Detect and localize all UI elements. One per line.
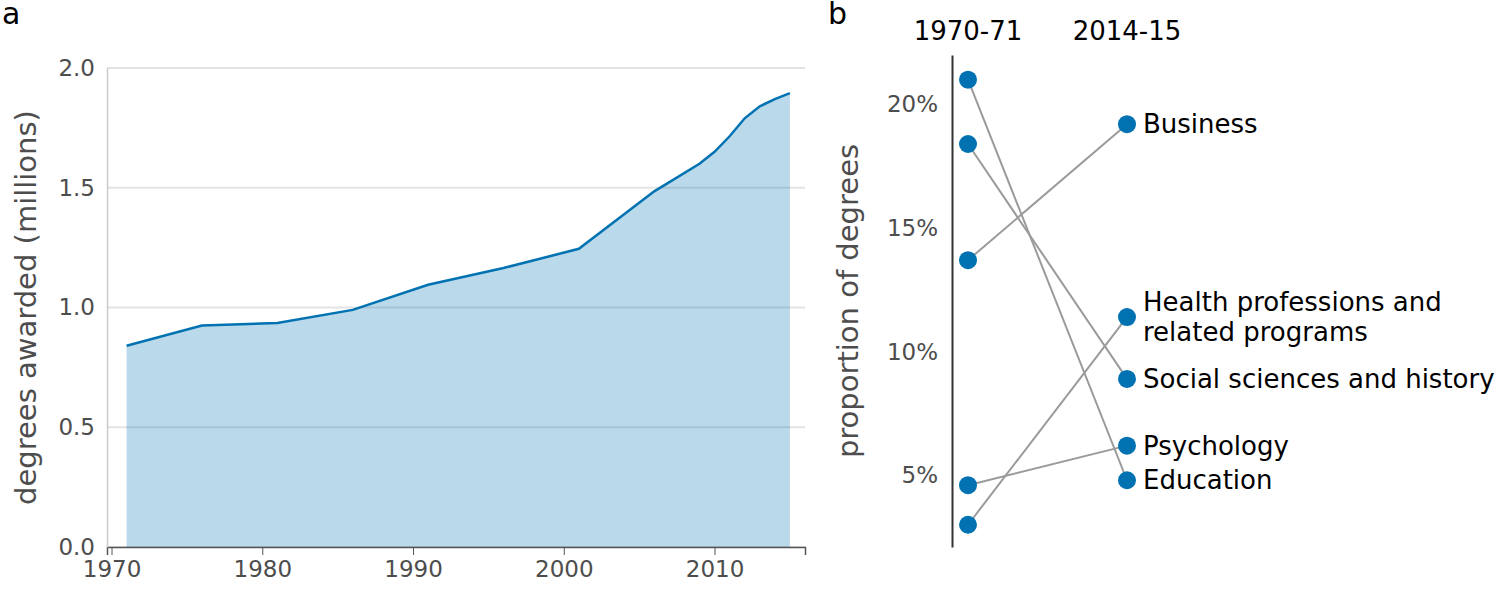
x-tick: 1990	[384, 547, 443, 582]
y-tick-label: 10%	[887, 339, 938, 365]
x-tick-mark	[564, 547, 565, 555]
y-tick: 1.5	[58, 175, 107, 201]
x-tick-label: 1990	[384, 556, 443, 582]
x-tick-label: 2010	[686, 556, 745, 582]
series-label: Social sciences and history	[1143, 364, 1495, 394]
x-tick: 1980	[234, 547, 293, 582]
x-axis: 1970 1980 1990 2000 2010	[83, 547, 806, 582]
panel-label: a	[2, 0, 20, 31]
x-tick-mark	[715, 547, 716, 555]
y-tick: 0.5	[58, 414, 107, 440]
y-tick-label: 1.0	[58, 294, 95, 320]
column-label: 2014-15	[1073, 16, 1182, 46]
y-axis: 5% 10% 15% 20%	[887, 56, 953, 548]
x-tick-label: 2000	[535, 556, 594, 582]
slope-line	[968, 124, 1127, 260]
panel-a: a 1970 1980 1990 2000 2010 0.0 0.5 1.0 1.5 2.0 degr…	[2, 0, 806, 582]
x-tick: 2000	[535, 547, 594, 582]
grid-line	[107, 67, 805, 69]
y-axis-line	[952, 56, 954, 548]
y-tick-label: 2.0	[58, 55, 95, 81]
plot-area	[959, 71, 1136, 534]
y-axis-title: proportion of degrees	[831, 144, 865, 458]
y-tick-label: 0.5	[58, 414, 95, 440]
point	[959, 476, 977, 494]
point	[1118, 115, 1136, 133]
y-tick: 20%	[887, 91, 952, 117]
y-tick-label: 15%	[887, 215, 938, 241]
y-axis: 0.0 0.5 1.0 1.5 2.0	[58, 55, 107, 560]
line	[127, 93, 790, 346]
point	[959, 135, 977, 153]
y-tick: 5%	[902, 462, 953, 488]
y-axis-line	[107, 69, 109, 548]
x-tick: 2010	[686, 547, 745, 582]
chart-svg: a 1970 1980 1990 2000 2010 0.0 0.5 1.0 1.5 2.0 degr…	[0, 0, 1508, 603]
slope-line	[968, 80, 1127, 481]
series-label: Education	[1143, 465, 1272, 495]
y-tick: 1.0	[58, 294, 107, 320]
x-tick-label: 1970	[83, 556, 142, 582]
y-tick: 0.0	[58, 534, 107, 560]
series-label: Health professions andrelated programs	[1143, 287, 1442, 347]
point	[959, 516, 977, 534]
series-label: Psychology	[1143, 431, 1289, 461]
area	[127, 93, 790, 547]
slope-line	[968, 144, 1127, 379]
y-tick-label: 20%	[887, 91, 938, 117]
x-tick-label: 1980	[234, 556, 293, 582]
point	[1118, 308, 1136, 326]
y-axis-title: degrees awarded (millions)	[9, 110, 43, 505]
y-tick-label: 1.5	[58, 175, 95, 201]
y-tick-label: 0.0	[58, 534, 95, 560]
panel-label: b	[828, 0, 847, 31]
plot-area	[127, 93, 790, 547]
column-label: 1970-71	[914, 16, 1023, 46]
point	[1118, 370, 1136, 388]
series-label: Business	[1143, 109, 1258, 139]
x-tick-mark	[262, 547, 263, 555]
point	[1118, 471, 1136, 489]
x-axis-line	[108, 548, 806, 556]
point	[1118, 437, 1136, 455]
y-tick: 10%	[887, 339, 952, 365]
slope-line	[968, 446, 1127, 486]
y-tick: 2.0	[58, 55, 107, 81]
point	[959, 71, 977, 89]
y-tick-label: 5%	[902, 462, 939, 488]
point	[959, 251, 977, 269]
panel-b: b 1970-71 2014-15 Business Health profession…	[828, 0, 1495, 548]
grid	[107, 68, 805, 547]
x-tick-mark	[112, 547, 113, 555]
y-tick: 15%	[887, 215, 952, 241]
x-tick-mark	[413, 547, 414, 555]
